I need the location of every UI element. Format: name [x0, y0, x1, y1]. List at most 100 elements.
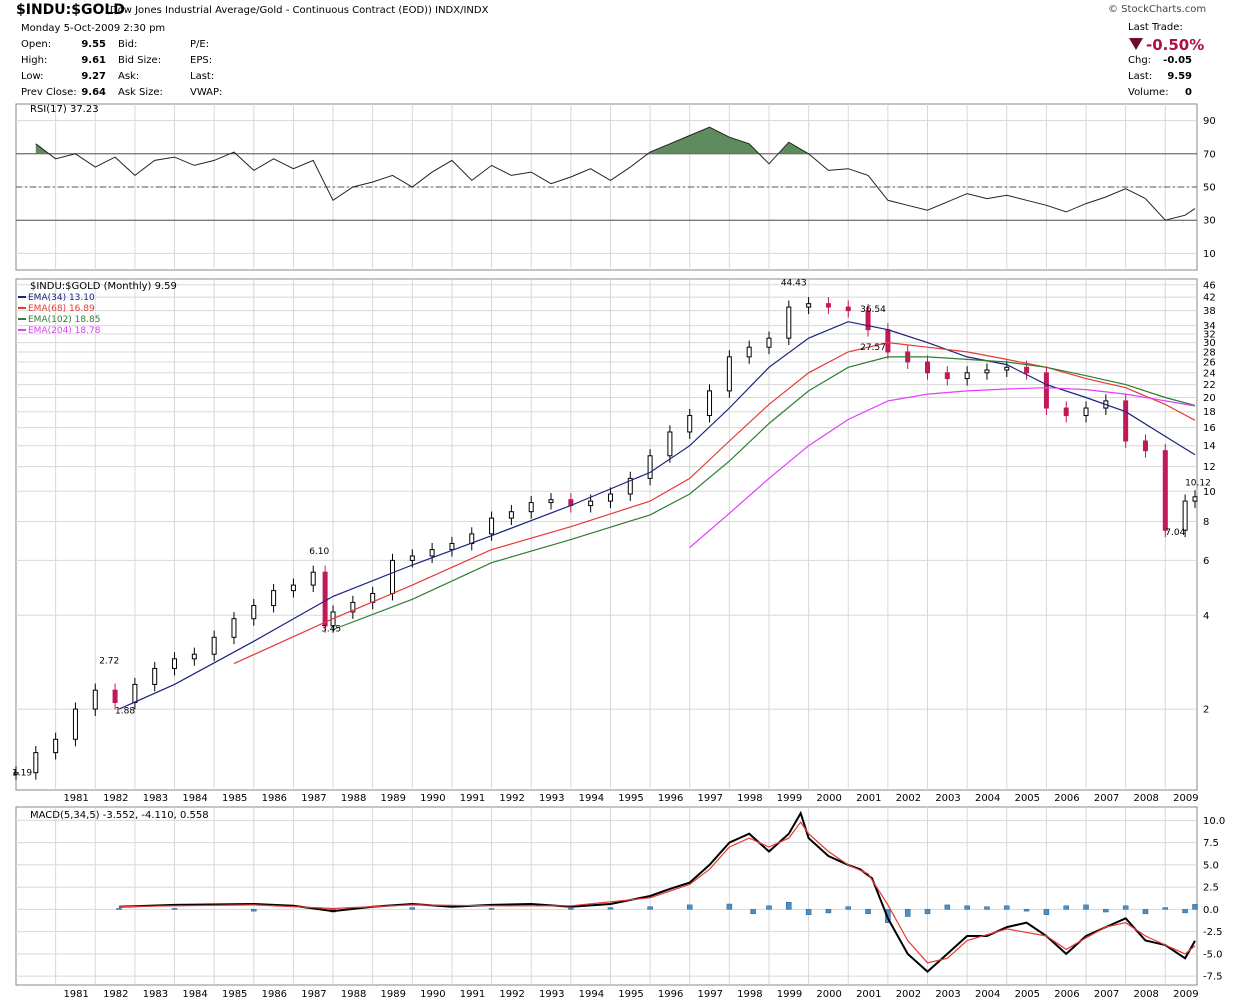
y-tick-label: -5.0: [1203, 949, 1223, 960]
price-annotation: 7.04: [1165, 528, 1185, 538]
price-candle: [607, 493, 613, 502]
price-candle: [707, 390, 713, 417]
price-candle: [112, 689, 118, 703]
price-candle: [72, 708, 78, 740]
price-candle: [1063, 407, 1069, 417]
macd-histogram-bar: [766, 905, 772, 910]
ema-204-line: [689, 387, 1196, 548]
macd-histogram-bar: [964, 905, 970, 910]
x-tick-label: 1997: [698, 793, 723, 804]
macd-histogram-bar: [1142, 909, 1149, 915]
x-tick-label: 2004: [975, 793, 1000, 804]
last-label: Last:: [190, 71, 215, 82]
price-candle: [865, 310, 871, 331]
y-tick-label: 16: [1203, 423, 1216, 434]
x-tick-label: 1985: [222, 793, 247, 804]
macd-histogram-bar: [1103, 909, 1109, 913]
x-tick-label: 1983: [143, 989, 168, 1000]
price-candle: [1162, 450, 1168, 531]
x-tick-label: 1999: [777, 793, 802, 804]
price-annotation: 27.57: [860, 343, 886, 353]
rsi-panel: 10 30 50 70 90 RSI(17) 37.23: [15, 103, 1216, 271]
y-tick-label: 10: [1203, 487, 1216, 498]
panel-frame: [15, 806, 1198, 986]
x-tick-label: 1988: [341, 793, 366, 804]
macd-histogram-bar: [1182, 909, 1188, 914]
price-candle: [53, 738, 59, 754]
price-candle: [1043, 372, 1049, 409]
x-tick-label: 2000: [816, 989, 841, 1000]
macd-histogram-bar: [924, 909, 931, 915]
last-label-right: Last:: [1128, 71, 1153, 82]
y-tick-label: 7.5: [1203, 838, 1219, 849]
y-tick-label: 42: [1203, 293, 1216, 304]
macd-histogram-bar: [607, 907, 614, 910]
quote-date: Monday 5-Oct-2009 2:30 pm: [21, 23, 166, 34]
last-trade-label: Last Trade:: [1128, 22, 1183, 33]
x-tick-label: 2004: [975, 989, 1000, 1000]
price-candle: [1024, 366, 1030, 374]
price-candle: [528, 502, 534, 513]
macd-histogram-bar: [786, 901, 792, 910]
y-tick-label: 30: [1203, 338, 1216, 349]
y-tick-label: 24: [1203, 368, 1216, 379]
price-candle: [825, 303, 831, 308]
macd-line: [118, 810, 1196, 973]
chart-symbol: $INDU:$GOLD: [16, 2, 125, 18]
legend-entry: EMA(68) 16.89: [28, 304, 95, 314]
price-candle: [944, 372, 950, 380]
y-tick-label: 12: [1203, 462, 1216, 473]
x-tick-label: 1984: [182, 793, 207, 804]
x-tick-label: 1981: [63, 989, 88, 1000]
stockcharts-logo[interactable]: © StockCharts.com: [1108, 4, 1207, 15]
price-candle: [449, 542, 455, 551]
macd-histogram-bar: [726, 903, 733, 910]
x-tick-label: 2005: [1015, 793, 1040, 804]
x-tick-label: 1981: [63, 793, 88, 804]
x-tick-label: 1992: [499, 989, 524, 1000]
x-tick-label: 1996: [658, 793, 683, 804]
macd-histogram-bar: [1162, 907, 1169, 910]
signal-line: [118, 821, 1196, 964]
volume-value: 0: [1185, 87, 1192, 98]
x-tick-label: 1983: [143, 793, 168, 804]
y-tick-label: 4: [1203, 611, 1209, 622]
macd-histogram-bar: [1004, 905, 1010, 910]
y-tick-label: 10.0: [1203, 816, 1225, 827]
ask-label: Ask:: [118, 71, 140, 82]
open-value: 9.55: [81, 39, 106, 50]
x-tick-label: 1989: [380, 793, 405, 804]
macd-histogram-bar: [805, 909, 812, 915]
macd-histogram-bar: [1192, 904, 1198, 910]
x-tick-label: 1986: [262, 989, 287, 1000]
x-tick-label: 1982: [103, 989, 128, 1000]
y-tick-label: 0.0: [1203, 905, 1219, 916]
price-candle: [1123, 400, 1129, 442]
x-tick-label: 1982: [103, 793, 128, 804]
price-candle: [508, 511, 514, 519]
price-candle: [33, 752, 39, 774]
prev-close-value: 9.64: [81, 87, 106, 98]
price-annotation: 6.10: [309, 547, 329, 557]
x-tick-label: 1994: [579, 793, 604, 804]
price-candle: [1182, 500, 1188, 531]
ask-size-label: Ask Size:: [118, 87, 163, 98]
price-title: $INDU:$GOLD (Monthly) 9.59: [30, 281, 177, 292]
ema-34-line: [118, 321, 1196, 710]
price-candle: [627, 477, 633, 495]
rsi-title: RSI(17) 37.23: [30, 104, 99, 115]
price-candle: [132, 683, 138, 703]
price-candle: [322, 571, 328, 627]
price-annotation: 10.12: [1185, 479, 1211, 489]
x-tick-label: 2005: [1015, 989, 1040, 1000]
macd-histogram-bar: [1083, 904, 1089, 910]
prev-close-label: Prev Close:: [21, 87, 77, 98]
price-annotation: 2.72: [99, 656, 119, 666]
price-candle: [152, 667, 158, 685]
price-candle: [548, 499, 554, 504]
price-candle: [191, 653, 197, 660]
price-candle: [1004, 366, 1010, 371]
eps-label: EPS:: [190, 55, 213, 66]
x-tick-label: 1988: [341, 989, 366, 1000]
price-candle: [231, 618, 237, 638]
